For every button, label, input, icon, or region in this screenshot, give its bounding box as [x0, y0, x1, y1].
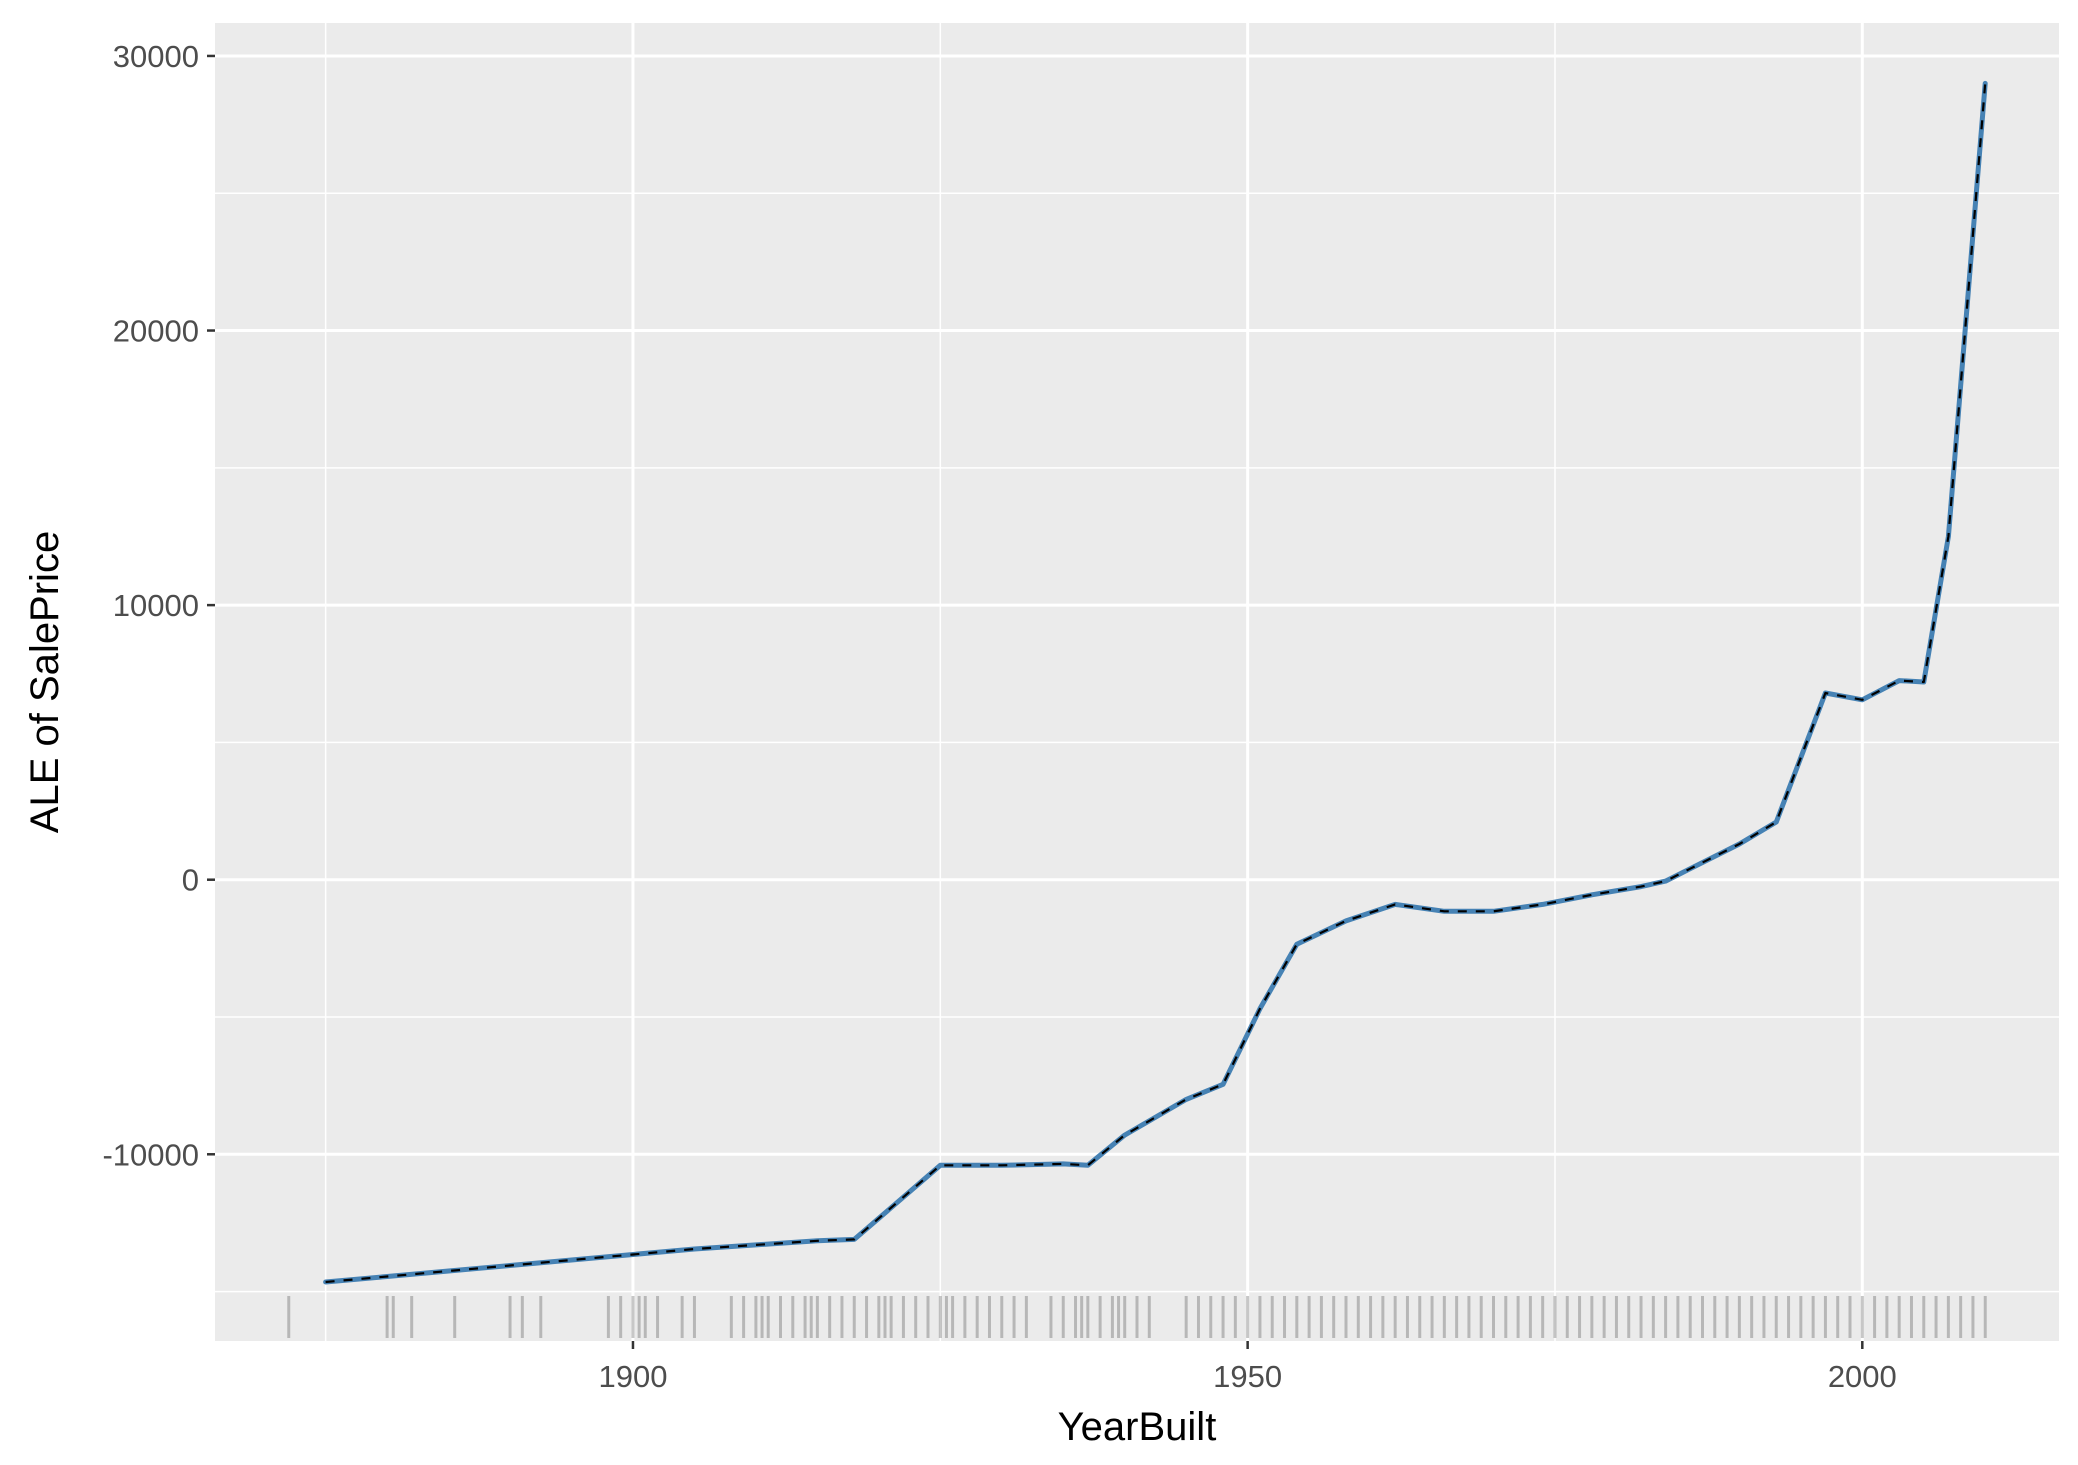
y-tick-label: 20000 — [113, 314, 199, 349]
x-tick-label: 1950 — [1213, 1359, 1282, 1394]
y-tick-label: -10000 — [102, 1137, 199, 1172]
y-axis-title: ALE of SalePrice — [23, 531, 67, 833]
y-tick-label: 10000 — [113, 588, 199, 623]
rug-marks — [287, 1296, 1987, 1338]
major-gridlines — [215, 23, 2059, 1341]
x-axis-title: YearBuilt — [1058, 1405, 1217, 1449]
ale-line — [323, 80, 1988, 1285]
y-tick-label: 30000 — [113, 39, 199, 74]
minor-gridlines — [215, 23, 2059, 1341]
plot-panel-background — [215, 23, 2059, 1341]
x-axis-ticks: 1900 1950 2000 — [598, 1341, 1897, 1394]
x-tick-label: 2000 — [1828, 1359, 1897, 1394]
y-axis-ticks: -10000 0 10000 20000 30000 — [102, 39, 215, 1172]
series-lines — [323, 80, 1988, 1285]
y-tick-label: 0 — [182, 863, 199, 898]
x-tick-label: 1900 — [598, 1359, 667, 1394]
